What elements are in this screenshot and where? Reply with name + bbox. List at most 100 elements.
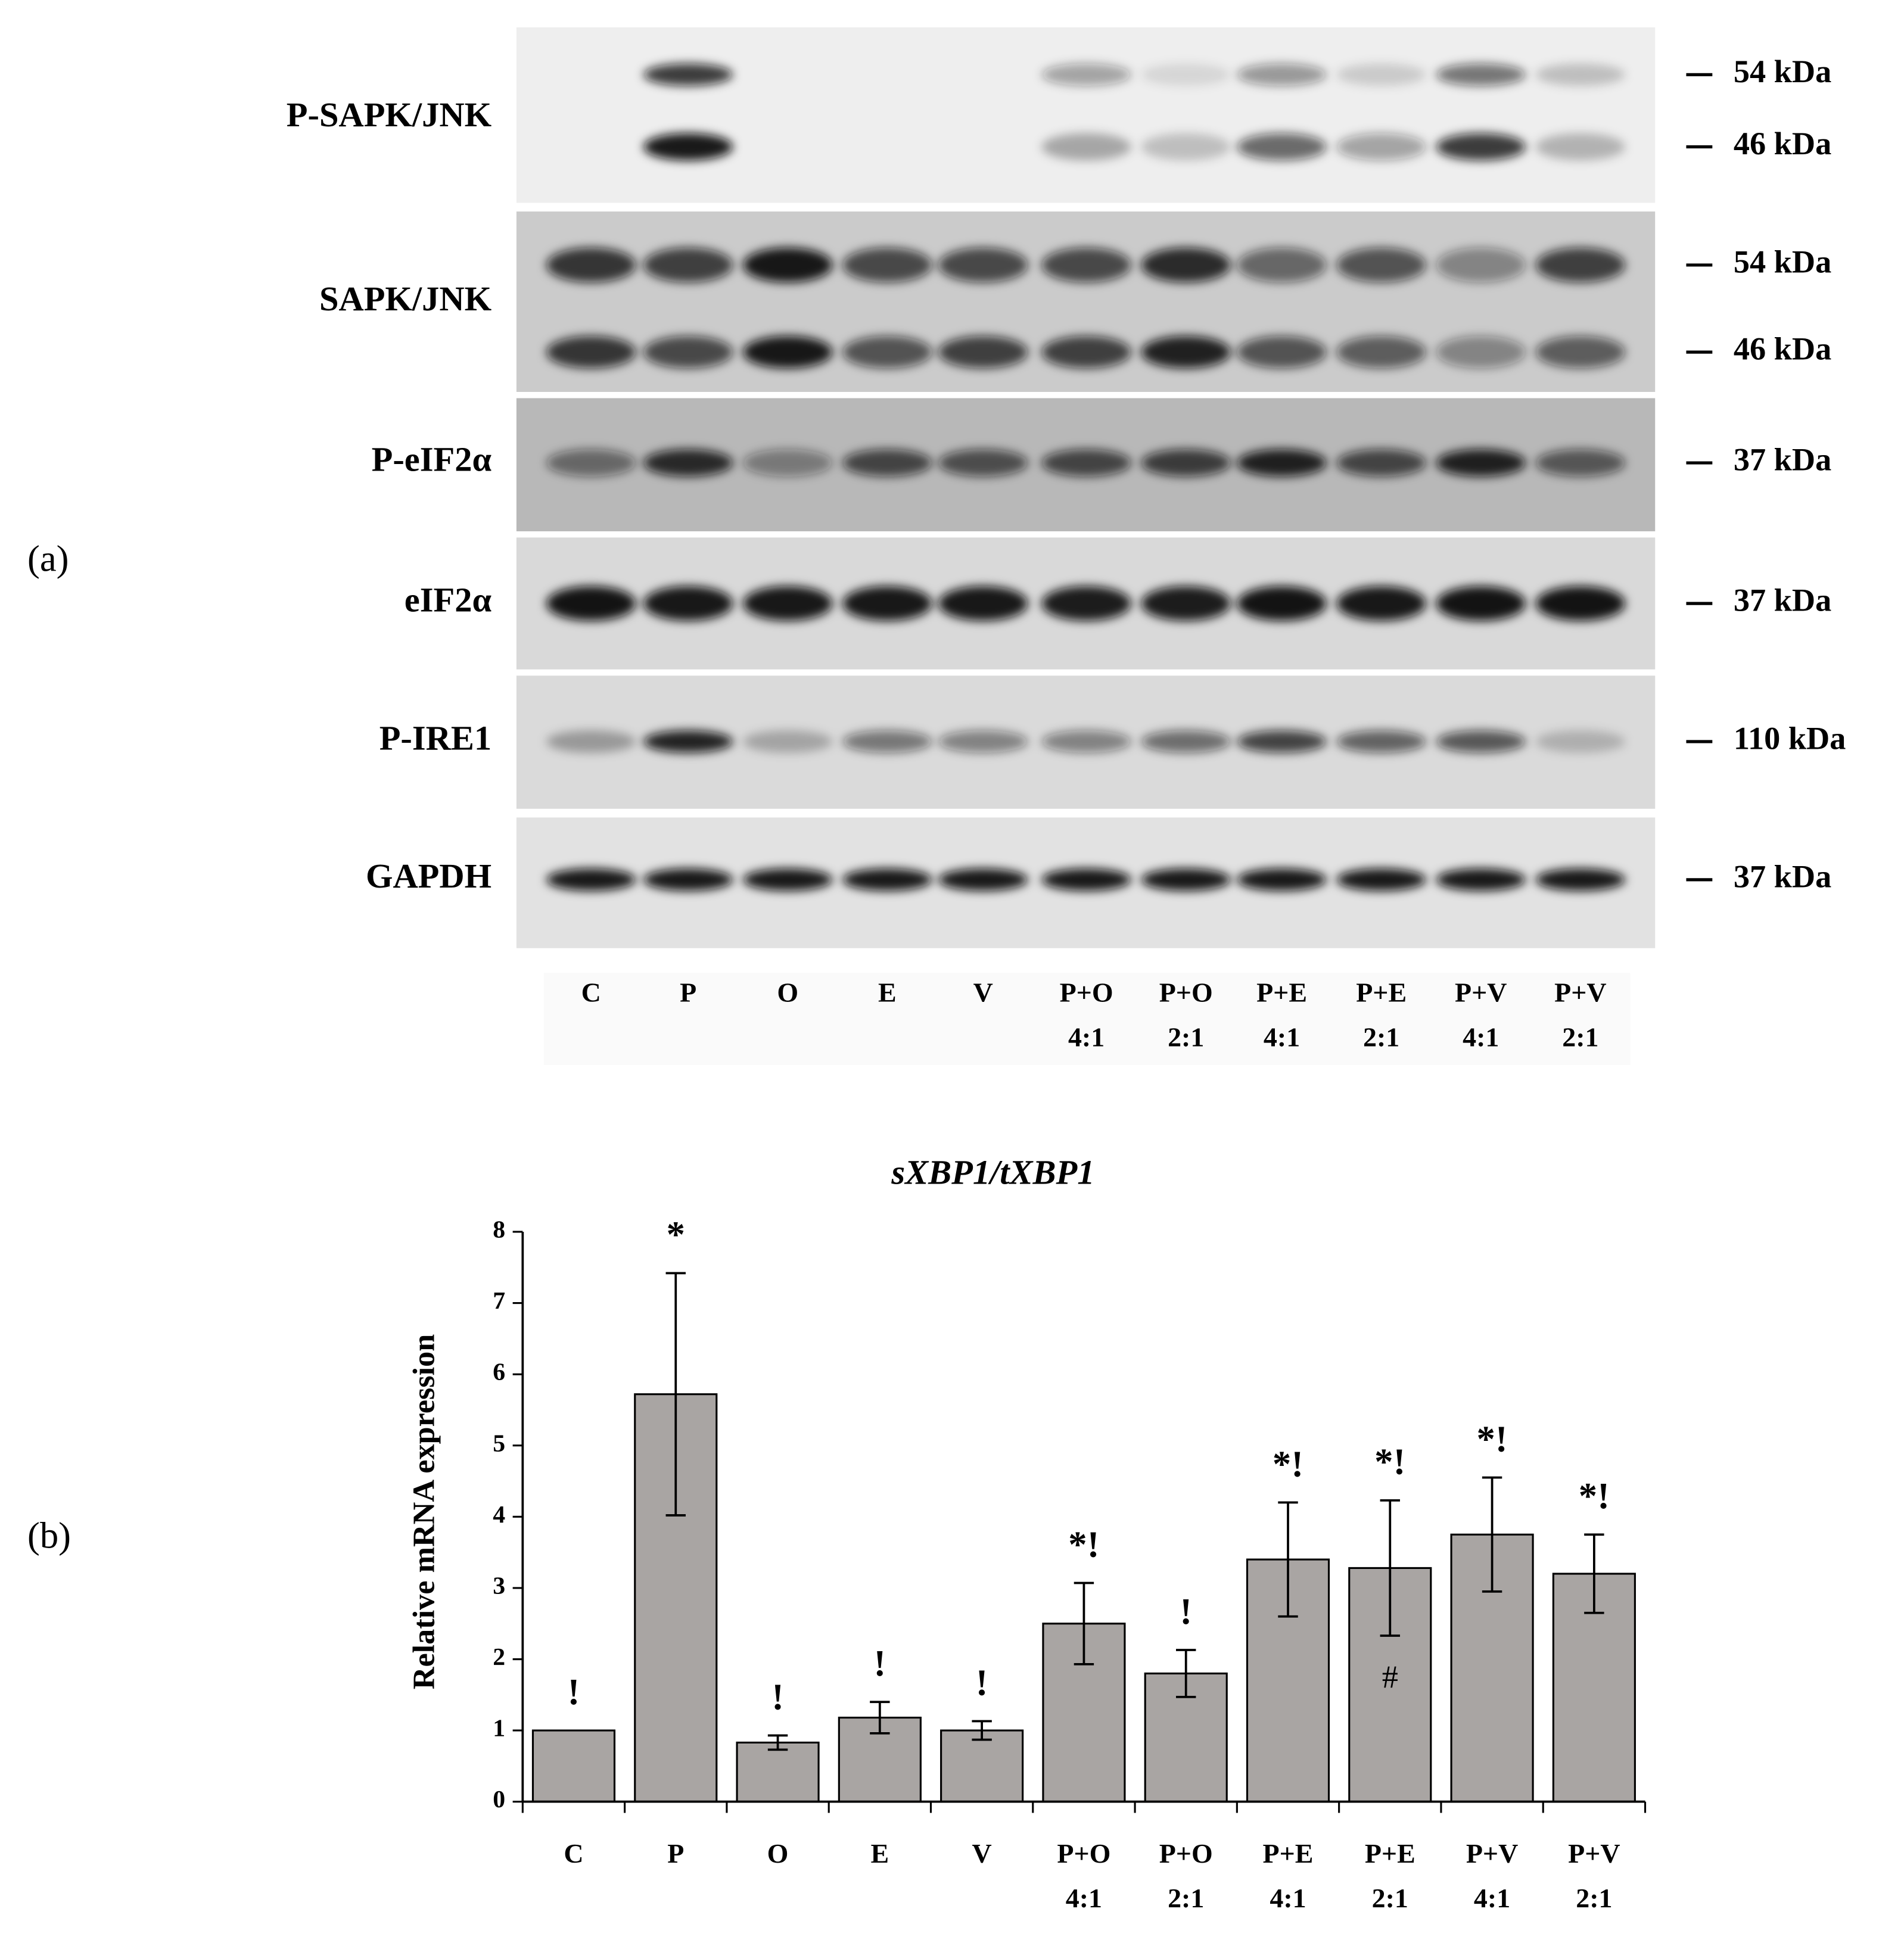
inner-annotation: #: [1382, 1659, 1398, 1695]
row-label: SAPK/JNK: [319, 279, 492, 318]
band: [1141, 868, 1231, 891]
blot-bands: [546, 247, 1626, 369]
x-tick-label-box: P+O 2:1: [1159, 976, 1213, 1053]
band: [1237, 730, 1327, 753]
y-axis-label: Relative mRNA expression: [406, 1334, 441, 1690]
band: [743, 586, 833, 621]
band: [1336, 335, 1426, 369]
band: [1041, 449, 1131, 477]
band: [546, 335, 636, 369]
band: [643, 730, 733, 753]
x-tick-label-box: E: [870, 1838, 889, 1869]
marker-label: 37 kDa: [1734, 858, 1831, 894]
annotation: !: [568, 1671, 580, 1713]
band: [1436, 449, 1526, 477]
band: [842, 730, 932, 753]
x-tick-label: E: [870, 1838, 889, 1869]
band: [1436, 730, 1526, 753]
x-tick-label: E: [878, 976, 897, 1008]
annotation: !: [976, 1661, 988, 1703]
band: [938, 730, 1028, 753]
band: [643, 586, 733, 621]
marker-label: 37 kDa: [1734, 442, 1831, 478]
band: [1237, 868, 1327, 891]
annotation: *!: [1273, 1443, 1303, 1484]
y-tick-label: 4: [493, 1501, 505, 1528]
y-tick-label: 5: [493, 1430, 505, 1457]
x-tick-label: V: [972, 1838, 992, 1869]
x-tick-label-box: P+V 2:1: [1568, 1838, 1620, 1913]
annotation: !: [873, 1642, 886, 1684]
band: [1436, 133, 1526, 161]
band: [842, 586, 932, 621]
band: [1141, 63, 1231, 86]
x-tick-label-box: V: [973, 976, 993, 1008]
band: [643, 868, 733, 891]
band: [1041, 63, 1131, 86]
x-tick-label: P+E 4:1: [1262, 1838, 1314, 1914]
band: [1336, 247, 1426, 283]
band: [1336, 449, 1426, 477]
band: [1041, 247, 1131, 283]
row-label: P-IRE1: [379, 718, 491, 757]
x-tick-label: P+O 4:1: [1059, 976, 1113, 1053]
blot-bands: [546, 449, 1626, 477]
marker-label: 37 kDa: [1734, 583, 1831, 618]
band: [743, 868, 833, 891]
annotation: *!: [1374, 1441, 1405, 1483]
y-tick-label: 6: [493, 1359, 505, 1386]
band: [546, 730, 636, 753]
y-tick-label: 7: [493, 1287, 505, 1315]
x-tick-label: P+E 4:1: [1256, 976, 1308, 1053]
x-tick-label-box: P+O 4:1: [1057, 1838, 1110, 1913]
x-tick-label-box: P+V 4:1: [1455, 976, 1507, 1053]
x-tick-label: V: [973, 976, 993, 1008]
x-tick-label-box: E: [878, 976, 897, 1008]
band: [643, 63, 733, 86]
x-tick-label-box: P+O 2:1: [1159, 1838, 1213, 1913]
bar: [940, 1729, 1024, 1803]
blot-bands: [546, 586, 1626, 621]
x-tick-label: P+O 2:1: [1159, 976, 1213, 1053]
x-tick-label-box: P+E 4:1: [1262, 1838, 1314, 1914]
x-tick-label: P+V 4:1: [1466, 1838, 1519, 1914]
error-bar: [1176, 1649, 1196, 1698]
x-tick-label-box: C: [564, 1838, 583, 1869]
error-bar: [665, 1272, 686, 1517]
x-tick-label: P+V 4:1: [1455, 976, 1507, 1053]
band: [1336, 63, 1426, 86]
annotation: !: [771, 1676, 784, 1717]
band: [1141, 730, 1231, 753]
band: [938, 335, 1028, 369]
annotation: *!: [1476, 1418, 1507, 1459]
x-tick-label-box: P+E 2:1: [1365, 1838, 1415, 1913]
band: [743, 247, 833, 283]
blot-bands: [546, 730, 1626, 753]
band: [546, 868, 636, 891]
band: [1237, 449, 1327, 477]
x-tick-label-box: O: [767, 1838, 789, 1869]
blot-bands: [643, 63, 1626, 161]
lane-label-box: [543, 973, 1631, 1066]
band: [643, 335, 733, 369]
band: [1535, 335, 1626, 369]
marker-label: 46 kDa: [1734, 126, 1831, 161]
y-tick-label: 1: [493, 1715, 505, 1742]
band: [743, 730, 833, 753]
error-bar: [1482, 1476, 1502, 1593]
panel-label: (b): [27, 1514, 71, 1556]
band: [1041, 868, 1131, 891]
band: [643, 449, 733, 477]
x-tick-label: P: [680, 976, 697, 1008]
error-bar: [1074, 1581, 1094, 1665]
x-tick-label-box: O: [777, 977, 798, 1008]
panel-label: (a): [27, 538, 69, 580]
band: [1535, 730, 1626, 753]
band: [743, 335, 833, 369]
band: [1535, 247, 1626, 283]
y-tick-label: 8: [493, 1216, 505, 1244]
band: [938, 868, 1028, 891]
band: [1141, 335, 1231, 369]
x-tick-label-box: P: [667, 1838, 684, 1869]
